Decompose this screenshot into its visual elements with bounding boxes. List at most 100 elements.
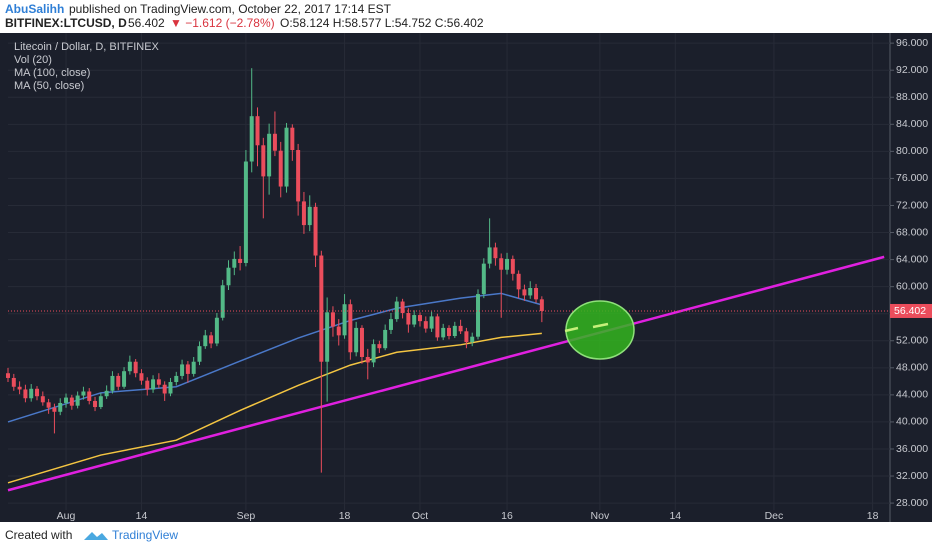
legend-line: Vol (20) xyxy=(14,54,52,66)
candle-body xyxy=(81,391,86,396)
x-tick-label: 18 xyxy=(867,510,879,522)
candle-body xyxy=(151,379,156,390)
published: published on TradingView.com, October 22… xyxy=(69,2,392,16)
y-tick-label: 76.000 xyxy=(896,172,928,184)
y-tick-label: 44.000 xyxy=(896,389,928,401)
legend-line: MA (50, close) xyxy=(14,80,84,92)
candle-body xyxy=(336,326,341,336)
candle-body xyxy=(476,294,481,337)
candle-body xyxy=(499,258,504,270)
candle-body xyxy=(156,379,161,385)
candle-body xyxy=(69,397,74,406)
candle-body xyxy=(168,382,173,394)
y-tick-label: 84.000 xyxy=(896,118,928,130)
candle-body xyxy=(342,304,347,336)
candle-body xyxy=(110,375,115,391)
candle-body xyxy=(261,145,266,177)
last-price-box xyxy=(890,303,932,318)
candle-body xyxy=(40,396,45,403)
candle-body xyxy=(6,373,10,378)
candle-body xyxy=(417,315,422,322)
candle-body xyxy=(180,364,185,376)
y-tick-label: 52.000 xyxy=(896,335,928,347)
chart-background xyxy=(0,33,932,522)
candle-body xyxy=(29,388,34,399)
y-tick-label: 68.000 xyxy=(896,226,928,238)
plot: 28.000 32.000 36.000 40.000 44.000 48.000 52.0… xyxy=(6,33,932,522)
candle-body xyxy=(435,316,440,338)
candle-body xyxy=(394,301,399,320)
candle-body xyxy=(191,361,196,374)
candle-body xyxy=(452,325,457,337)
candle-body xyxy=(290,127,295,151)
candle-body xyxy=(139,373,144,381)
candle-body xyxy=(122,371,127,387)
candle-body xyxy=(493,247,498,259)
candle-body xyxy=(429,316,434,329)
candle-body xyxy=(400,301,405,314)
candle-body xyxy=(330,312,335,327)
candle-body xyxy=(296,150,301,202)
candle-body xyxy=(319,255,324,362)
candle-body xyxy=(272,133,277,151)
y-tick-label: 60.000 xyxy=(896,280,928,292)
dash xyxy=(592,322,609,329)
candle-body xyxy=(377,344,382,349)
ma-line xyxy=(7,332,542,484)
candle-body xyxy=(325,312,330,362)
candle-body xyxy=(313,206,318,256)
x-tick-label: 16 xyxy=(501,510,513,522)
candle-body xyxy=(348,304,353,353)
candle-body xyxy=(209,335,214,344)
candle-body xyxy=(267,133,272,177)
candle-body xyxy=(412,315,417,325)
candle-body xyxy=(243,161,248,263)
y-tick-label: 88.000 xyxy=(896,91,928,103)
change: ▼ −1.612 (−2.78%) xyxy=(170,16,275,30)
y-tick-label: 72.000 xyxy=(896,199,928,211)
candle-body xyxy=(284,127,289,187)
candle-body xyxy=(301,201,306,226)
x-tick-label: 18 xyxy=(339,510,351,522)
candle-body xyxy=(98,396,103,408)
candle-body xyxy=(510,258,515,274)
y-tick-label: 36.000 xyxy=(896,443,928,455)
footer-brand[interactable]: TradingView xyxy=(112,528,178,542)
symbol: BITFINEX:LTCUSD, D xyxy=(5,16,127,30)
x-tick-label: Nov xyxy=(591,510,610,522)
candle-body xyxy=(249,116,254,162)
x-tick-label: Dec xyxy=(765,510,784,522)
candle-body xyxy=(185,364,190,374)
candle-body xyxy=(46,402,51,408)
x-tick-label: Aug xyxy=(57,510,76,522)
candle-body xyxy=(354,327,359,353)
candle-body xyxy=(35,388,40,397)
logo xyxy=(84,532,108,540)
author[interactable]: AbuSalihh xyxy=(5,2,64,16)
x-tick-label: 14 xyxy=(669,510,681,522)
candle-body xyxy=(516,273,521,290)
candle-body xyxy=(307,206,312,226)
candle-body xyxy=(133,361,138,374)
x-tick-label: 14 xyxy=(136,510,148,522)
ohlc: O:58.124 H:58.577 L:54.752 C:56.402 xyxy=(280,16,484,30)
candle-body xyxy=(232,258,237,268)
candle-body xyxy=(162,384,167,394)
candle-body xyxy=(238,258,243,263)
highlight-ellipse xyxy=(565,300,635,360)
candle-body xyxy=(23,389,28,399)
candle-body xyxy=(481,263,486,295)
candle-body xyxy=(388,319,393,330)
y-tick-label: 80.000 xyxy=(896,145,928,157)
candle-body xyxy=(197,346,202,362)
x-tick-label: Sep xyxy=(237,510,256,522)
candle-body xyxy=(75,395,80,406)
candle-body xyxy=(383,329,388,349)
candle-body xyxy=(116,375,121,387)
candle-body xyxy=(359,327,364,357)
y-tick-label: 92.000 xyxy=(896,64,928,76)
candle-body xyxy=(58,402,63,412)
y-tick-label: 28.000 xyxy=(896,497,928,509)
candle-body xyxy=(220,285,225,318)
candle-body xyxy=(145,380,150,390)
